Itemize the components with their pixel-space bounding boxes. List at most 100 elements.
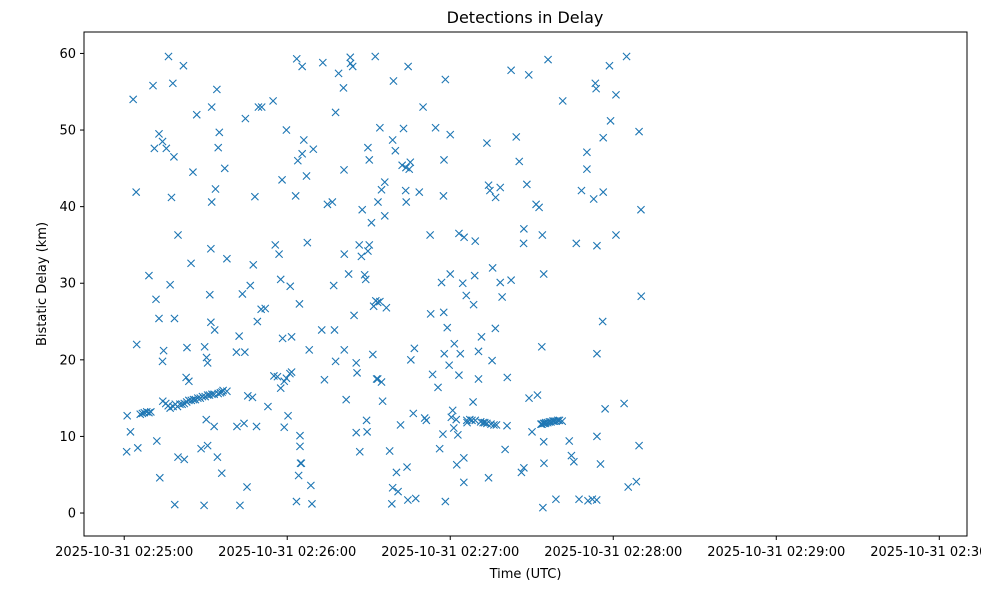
data-point bbox=[167, 193, 176, 202]
data-point bbox=[446, 130, 455, 139]
data-point bbox=[179, 61, 188, 70]
data-point bbox=[507, 66, 516, 75]
data-point bbox=[212, 85, 221, 94]
data-point bbox=[275, 250, 284, 259]
data-point bbox=[458, 279, 467, 288]
data-point bbox=[331, 108, 340, 117]
data-point bbox=[589, 194, 598, 203]
data-point bbox=[582, 165, 591, 174]
data-point bbox=[188, 168, 197, 177]
data-point bbox=[328, 198, 337, 207]
data-point bbox=[544, 55, 553, 64]
data-point bbox=[158, 137, 167, 146]
data-point bbox=[491, 324, 500, 333]
data-point bbox=[203, 441, 212, 450]
data-point bbox=[605, 61, 614, 70]
data-point bbox=[596, 460, 605, 468]
data-point bbox=[182, 373, 191, 382]
data-point bbox=[599, 188, 608, 197]
data-point bbox=[168, 79, 177, 88]
data-point bbox=[241, 114, 250, 123]
data-point bbox=[535, 203, 544, 212]
data-point bbox=[485, 186, 494, 195]
data-point bbox=[243, 482, 252, 491]
data-point bbox=[346, 53, 355, 62]
data-point bbox=[434, 383, 443, 392]
x-tick-label: 2025-10-31 02:27:00 bbox=[381, 545, 519, 560]
data-point bbox=[261, 304, 270, 313]
data-point bbox=[469, 397, 478, 406]
data-point bbox=[170, 314, 179, 323]
data-point bbox=[206, 244, 215, 253]
data-point bbox=[406, 355, 415, 364]
data-point bbox=[126, 427, 135, 436]
data-point bbox=[178, 400, 187, 409]
data-point bbox=[426, 309, 435, 318]
data-point bbox=[377, 378, 386, 387]
data-point bbox=[132, 188, 141, 197]
data-point bbox=[198, 392, 207, 401]
y-axis-ticks: 0 10 20 30 40 50 60 bbox=[59, 47, 84, 522]
data-point bbox=[537, 342, 546, 351]
data-point bbox=[350, 311, 359, 320]
chart-title: Detections in Delay bbox=[447, 8, 604, 27]
data-point bbox=[155, 473, 164, 482]
data-point bbox=[528, 427, 537, 436]
data-point bbox=[235, 501, 244, 510]
data-point bbox=[214, 143, 223, 152]
data-point bbox=[443, 323, 452, 332]
plot-frame bbox=[83, 31, 968, 537]
data-point bbox=[539, 437, 548, 446]
x-tick-label: 2025-10-31 02:25:00 bbox=[55, 545, 193, 560]
data-point bbox=[238, 289, 247, 298]
data-point bbox=[273, 372, 282, 381]
data-point bbox=[360, 270, 369, 279]
data-point bbox=[439, 191, 448, 200]
data-point bbox=[422, 416, 431, 425]
data-point bbox=[246, 281, 255, 290]
data-point bbox=[154, 314, 163, 323]
data-point bbox=[132, 340, 141, 349]
data-point bbox=[517, 468, 526, 477]
data-point bbox=[144, 271, 153, 280]
data-point bbox=[361, 275, 370, 284]
data-point bbox=[296, 442, 304, 451]
data-point bbox=[184, 377, 193, 386]
data-point bbox=[428, 370, 437, 379]
data-point bbox=[392, 468, 401, 477]
data-point bbox=[533, 391, 542, 400]
data-point bbox=[158, 357, 167, 366]
data-point bbox=[197, 444, 206, 453]
data-point bbox=[293, 156, 302, 165]
data-point bbox=[210, 422, 219, 431]
data-point bbox=[302, 172, 311, 180]
data-point bbox=[592, 241, 601, 250]
data-point bbox=[569, 457, 578, 466]
data-point bbox=[292, 54, 301, 63]
data-point bbox=[377, 185, 386, 194]
data-point bbox=[323, 200, 332, 209]
data-point bbox=[620, 399, 629, 408]
data-point bbox=[205, 290, 214, 299]
data-point bbox=[213, 453, 222, 462]
data-point bbox=[388, 483, 397, 492]
data-point bbox=[352, 358, 361, 367]
data-point bbox=[174, 453, 182, 462]
data-point bbox=[539, 270, 548, 279]
data-point bbox=[232, 348, 241, 357]
data-point bbox=[365, 240, 374, 249]
data-point bbox=[210, 325, 219, 334]
data-point bbox=[558, 96, 567, 105]
data-point bbox=[193, 394, 202, 403]
data-point bbox=[489, 420, 498, 429]
data-point bbox=[276, 384, 285, 393]
data-point bbox=[355, 447, 364, 456]
data-point bbox=[410, 344, 419, 353]
data-point bbox=[406, 158, 415, 167]
data-point bbox=[284, 411, 293, 420]
y-tick-label: 20 bbox=[59, 353, 76, 368]
data-point bbox=[538, 230, 547, 239]
data-point bbox=[373, 198, 382, 207]
data-point bbox=[480, 418, 489, 427]
y-tick-label: 40 bbox=[59, 200, 76, 215]
